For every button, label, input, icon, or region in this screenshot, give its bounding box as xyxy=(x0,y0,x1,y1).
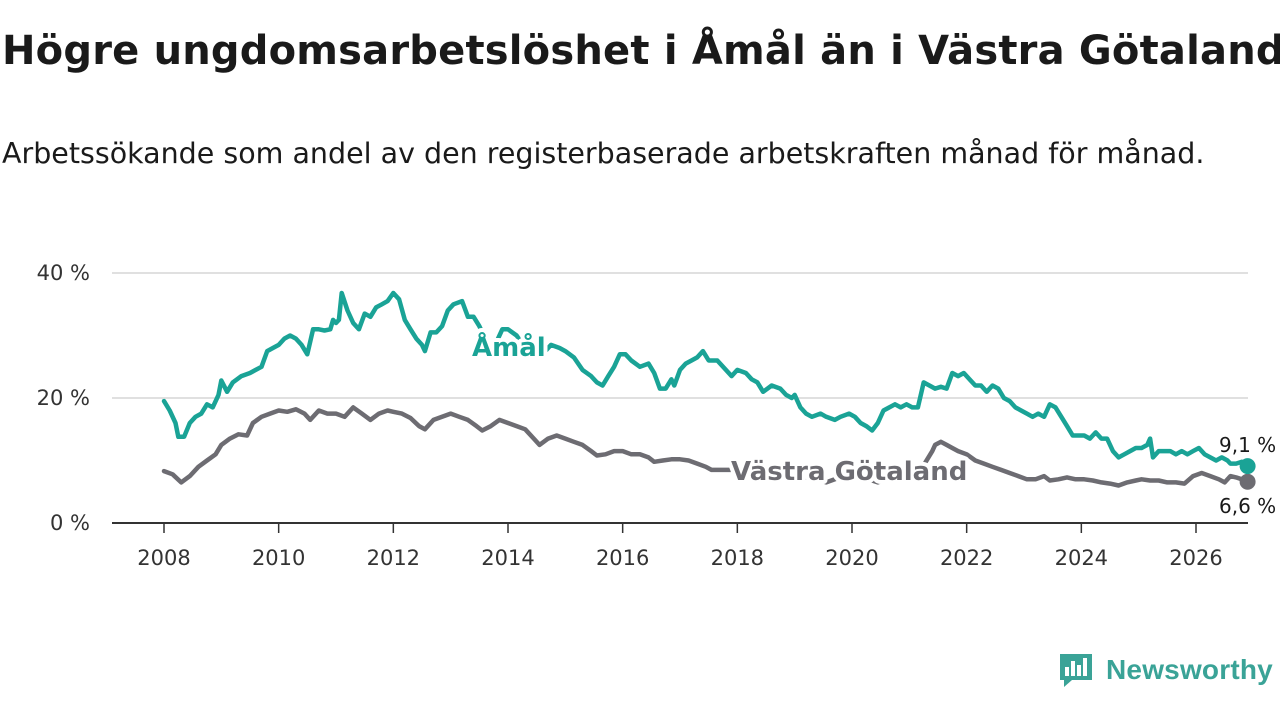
x-tick-label: 2014 xyxy=(481,546,534,570)
x-tick-label: 2020 xyxy=(825,546,878,570)
end-point-amal xyxy=(1239,458,1256,475)
x-tick-label: 2018 xyxy=(711,546,764,570)
series-line-amal xyxy=(161,290,1250,469)
x-tick-label: 2008 xyxy=(137,546,190,570)
x-tick-label: 2024 xyxy=(1055,546,1108,570)
y-tick-label: 40 % xyxy=(37,261,90,285)
y-tick-label: 0 % xyxy=(50,511,90,535)
series-line-vastra-gotaland xyxy=(161,405,1250,488)
axis-layer: 0 % 20 % 40 % 2008 2010 2012 2014 2016 2018 2020 2… xyxy=(37,261,1248,570)
chart-subtitle: Arbetssökande som andel av den registerb… xyxy=(2,137,1205,170)
end-point-vastra-gotaland xyxy=(1239,473,1256,490)
newsworthy-logo-icon xyxy=(1060,654,1092,687)
series-label-vastra-gotaland-halo: Västra Götaland xyxy=(731,457,967,487)
newsworthy-logo[interactable]: Newsworthy xyxy=(1058,652,1273,688)
series-layer xyxy=(161,290,1256,490)
y-tick-label: 20 % xyxy=(37,386,90,410)
series-label-amal: Åmål xyxy=(472,331,546,363)
x-tick-label: 2010 xyxy=(252,546,305,570)
x-tick-label: 2012 xyxy=(367,546,420,570)
brand-name: Newsworthy xyxy=(1106,654,1273,685)
x-tick-label: 2026 xyxy=(1169,546,1222,570)
series-label-amal-halo: Åmål xyxy=(472,331,546,363)
end-label-amal: 9,1 % xyxy=(1219,433,1276,457)
chart-title: Högre ungdomsarbetslöshet i Åmål än i Vä… xyxy=(2,28,1280,74)
x-tick-label: 2022 xyxy=(940,546,993,570)
end-label-vastra-gotaland: 6,6 % xyxy=(1219,494,1276,518)
grid-layer xyxy=(112,272,1248,399)
series-label-vastra-gotaland: Västra Götaland xyxy=(731,457,967,487)
x-tick-label: 2016 xyxy=(596,546,649,570)
